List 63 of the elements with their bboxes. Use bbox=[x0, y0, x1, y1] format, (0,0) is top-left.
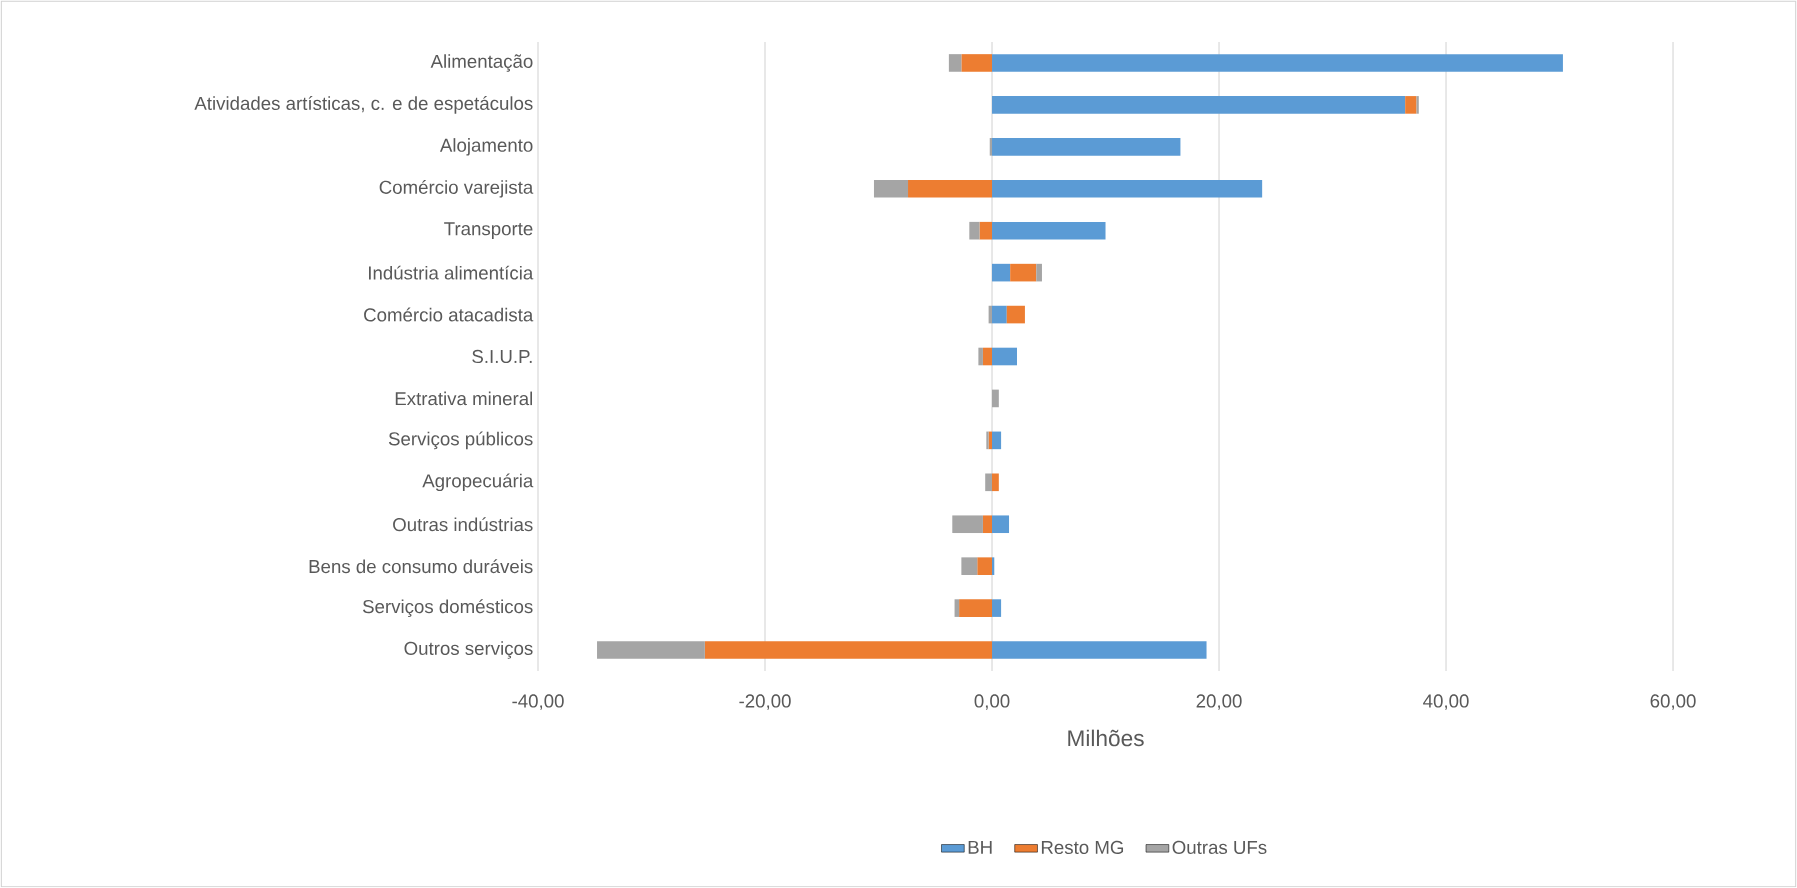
x-tick-label: 60,00 bbox=[1650, 694, 1696, 710]
legend-label: Resto MG bbox=[1041, 840, 1124, 855]
bar bbox=[989, 138, 993, 156]
y-tick-label: Agropecuária bbox=[422, 473, 534, 492]
bar bbox=[992, 389, 999, 408]
x-axis-title: Milhões bbox=[1068, 729, 1144, 747]
y-tick-label: Serviços públicos bbox=[388, 431, 533, 450]
bar bbox=[992, 347, 1017, 366]
bar bbox=[1006, 305, 1025, 324]
bar bbox=[992, 431, 1002, 450]
bar bbox=[1405, 96, 1417, 114]
bar bbox=[982, 515, 993, 534]
x-tick-label: -40,00 bbox=[512, 694, 564, 710]
bar bbox=[969, 221, 980, 240]
bar bbox=[992, 599, 1002, 617]
y-tick-label: Comércio varejista bbox=[379, 179, 534, 198]
y-tick-label: Outros serviços bbox=[404, 641, 533, 659]
y-tick-label: Alojamento bbox=[439, 138, 533, 156]
y-tick-label: Serviços domésticos bbox=[362, 599, 533, 617]
y-tick-label: Comércio atacadista bbox=[364, 307, 534, 322]
bar bbox=[982, 347, 993, 366]
bar bbox=[954, 599, 960, 617]
bar bbox=[992, 179, 1263, 198]
bar bbox=[992, 96, 1406, 114]
y-tick-label: Atividades artísticas, c. e de espetáculos bbox=[194, 96, 533, 114]
y-tick-label: Transporte bbox=[444, 222, 533, 240]
bar bbox=[961, 557, 978, 575]
bar bbox=[959, 599, 993, 617]
y-tick-label: Alimentação bbox=[430, 54, 533, 72]
bar bbox=[977, 557, 993, 575]
bar bbox=[979, 221, 993, 240]
bar bbox=[992, 305, 1007, 324]
bar bbox=[992, 515, 1010, 534]
bar bbox=[1416, 96, 1419, 114]
bar bbox=[992, 263, 1011, 282]
bar bbox=[952, 515, 983, 534]
y-tick-label: Indústria alimentícia bbox=[369, 265, 534, 280]
legend-label: Outras UFs bbox=[1172, 840, 1267, 855]
bar bbox=[992, 473, 999, 492]
legend-label: BH bbox=[968, 840, 992, 854]
y-tick-label: Extrativa mineral bbox=[395, 391, 533, 406]
bar bbox=[992, 221, 1106, 240]
y-tick-label: Outras indústrias bbox=[393, 517, 533, 532]
bar bbox=[948, 54, 962, 72]
x-tick-label: 40,00 bbox=[1423, 694, 1469, 710]
bar bbox=[597, 641, 705, 659]
bar bbox=[992, 54, 1563, 72]
bar bbox=[704, 641, 993, 659]
x-tick-label: 20,00 bbox=[1196, 694, 1242, 710]
x-tick-label: -20,00 bbox=[739, 694, 791, 710]
y-tick-label: Bens de consumo duráveis bbox=[309, 559, 533, 574]
bar bbox=[992, 138, 1181, 156]
bar bbox=[992, 557, 995, 575]
bar bbox=[908, 179, 993, 198]
bar bbox=[1036, 263, 1042, 282]
bar bbox=[961, 54, 993, 72]
bar bbox=[985, 473, 993, 492]
y-tick-label: S.I.U.P. bbox=[472, 349, 532, 364]
bar bbox=[873, 179, 909, 198]
bar bbox=[1010, 263, 1037, 282]
x-tick-label: 0,00 bbox=[974, 694, 1010, 710]
bar bbox=[992, 641, 1207, 659]
bar bbox=[978, 347, 983, 366]
